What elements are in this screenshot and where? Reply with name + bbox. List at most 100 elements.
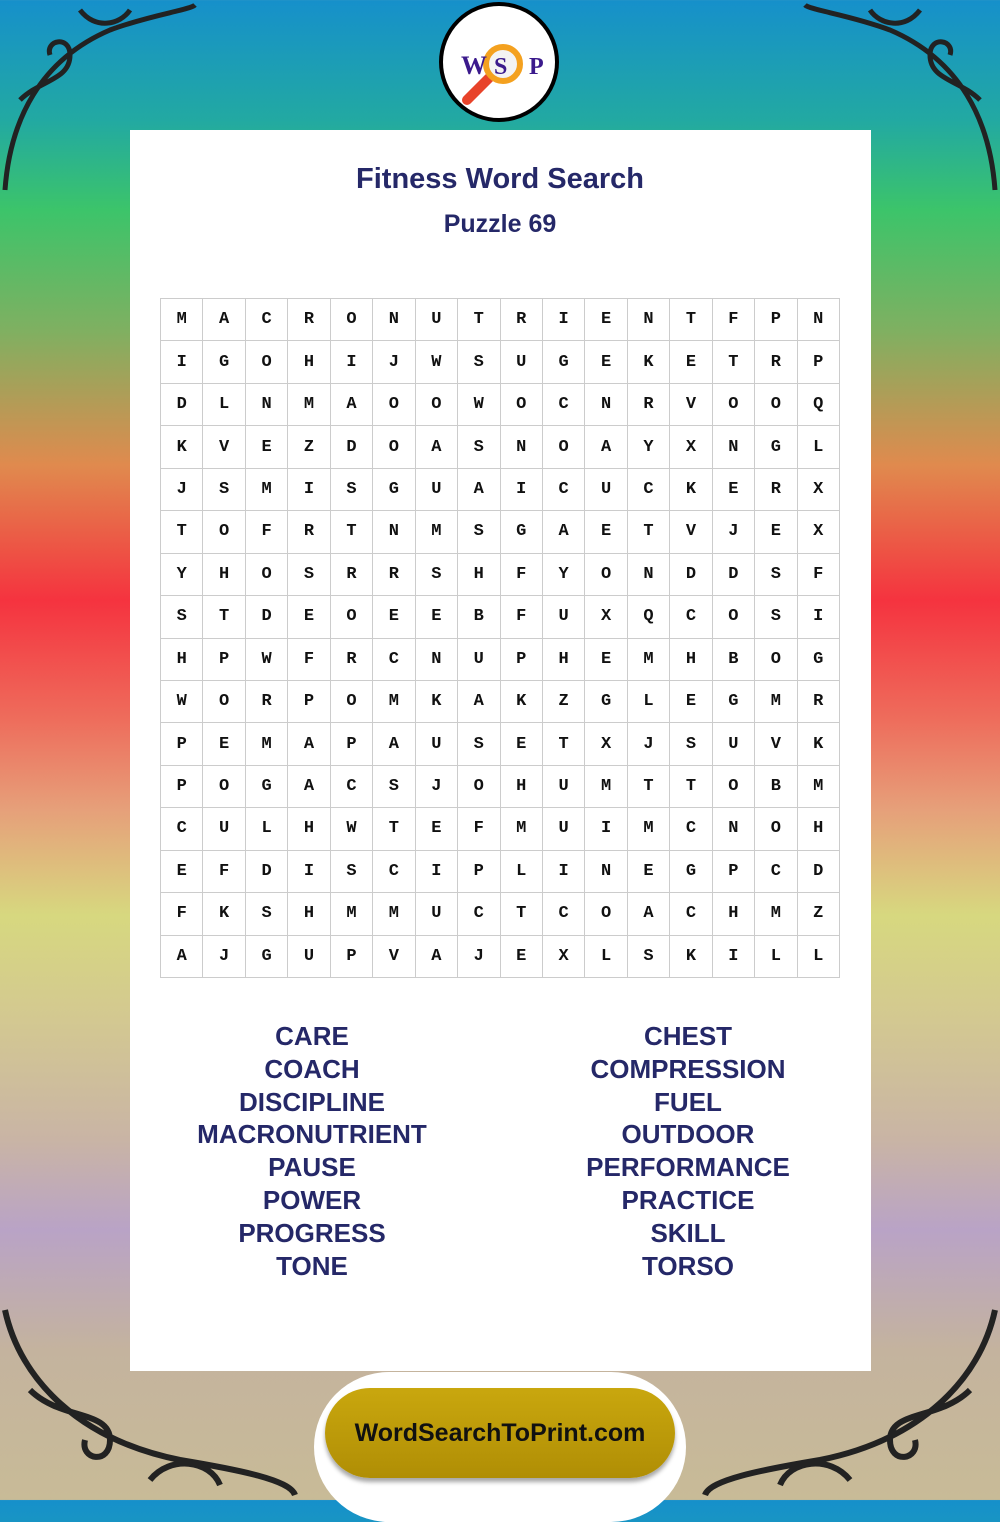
grid-cell[interactable]: O (458, 765, 501, 809)
grid-cell[interactable]: V (203, 426, 246, 469)
grid-cell[interactable]: H (712, 893, 756, 936)
grid-cell[interactable]: C (458, 893, 501, 936)
grid-cell[interactable]: O (330, 680, 374, 724)
grid-cell[interactable]: L (585, 935, 628, 978)
grid-cell[interactable]: M (330, 893, 374, 936)
grid-cell[interactable]: S (330, 850, 374, 894)
grid-cell[interactable]: M (627, 808, 671, 851)
grid-cell[interactable]: U (500, 341, 543, 384)
grid-cell[interactable]: I (330, 341, 374, 384)
grid-cell[interactable]: E (585, 299, 628, 342)
grid-cell[interactable]: N (797, 299, 840, 342)
grid-cell[interactable]: R (288, 299, 331, 342)
grid-cell[interactable]: T (542, 723, 586, 766)
grid-cell[interactable]: L (500, 850, 543, 894)
grid-cell[interactable]: H (500, 765, 543, 809)
grid-cell[interactable]: S (670, 723, 713, 766)
grid-cell[interactable]: F (797, 553, 840, 597)
grid-cell[interactable]: M (373, 893, 416, 936)
grid-cell[interactable]: F (500, 596, 543, 639)
grid-cell[interactable]: X (585, 723, 628, 766)
grid-cell[interactable]: A (330, 383, 374, 427)
grid-cell[interactable]: O (245, 341, 289, 384)
grid-cell[interactable]: C (373, 638, 416, 681)
grid-cell[interactable]: C (670, 596, 713, 639)
grid-cell[interactable]: N (627, 299, 671, 342)
grid-cell[interactable]: U (542, 765, 586, 809)
grid-cell[interactable]: G (542, 341, 586, 384)
grid-cell[interactable]: E (627, 850, 671, 894)
grid-cell[interactable]: O (500, 383, 543, 427)
grid-cell[interactable]: I (585, 808, 628, 851)
grid-cell[interactable]: C (755, 850, 798, 894)
grid-cell[interactable]: N (245, 383, 289, 427)
grid-cell[interactable]: S (627, 935, 671, 978)
grid-cell[interactable]: C (670, 808, 713, 851)
grid-cell[interactable]: X (670, 426, 713, 469)
grid-cell[interactable]: Y (542, 553, 586, 597)
grid-cell[interactable]: A (203, 299, 246, 342)
grid-cell[interactable]: Z (542, 680, 586, 724)
grid-cell[interactable]: W (245, 638, 289, 681)
grid-cell[interactable]: N (712, 426, 756, 469)
grid-cell[interactable]: M (161, 299, 204, 342)
grid-cell[interactable]: D (797, 850, 840, 894)
grid-cell[interactable]: U (458, 638, 501, 681)
grid-cell[interactable]: Y (161, 553, 204, 597)
grid-cell[interactable]: U (415, 299, 459, 342)
grid-cell[interactable]: T (203, 596, 246, 639)
grid-cell[interactable]: I (712, 935, 756, 978)
grid-cell[interactable]: D (670, 553, 713, 597)
grid-cell[interactable]: H (797, 808, 840, 851)
grid-cell[interactable]: O (755, 383, 798, 427)
grid-cell[interactable]: W (415, 341, 459, 384)
grid-cell[interactable]: P (500, 638, 543, 681)
grid-cell[interactable]: E (670, 680, 713, 724)
grid-cell[interactable]: L (797, 935, 840, 978)
grid-cell[interactable]: P (288, 680, 331, 724)
grid-cell[interactable]: S (458, 723, 501, 766)
grid-cell[interactable]: J (161, 468, 204, 512)
grid-cell[interactable]: R (373, 553, 416, 597)
grid-cell[interactable]: Z (797, 893, 840, 936)
grid-cell[interactable]: S (203, 468, 246, 512)
grid-cell[interactable]: G (245, 765, 289, 809)
grid-cell[interactable]: P (797, 341, 840, 384)
grid-cell[interactable]: F (458, 808, 501, 851)
grid-cell[interactable]: N (585, 850, 628, 894)
grid-cell[interactable]: P (203, 638, 246, 681)
grid-cell[interactable]: C (245, 299, 289, 342)
grid-cell[interactable]: K (797, 723, 840, 766)
grid-cell[interactable]: O (712, 765, 756, 809)
grid-cell[interactable]: F (288, 638, 331, 681)
grid-cell[interactable]: O (330, 299, 374, 342)
grid-cell[interactable]: H (288, 341, 331, 384)
grid-cell[interactable]: H (161, 638, 204, 681)
grid-cell[interactable]: S (245, 893, 289, 936)
grid-cell[interactable]: J (203, 935, 246, 978)
grid-cell[interactable]: P (161, 765, 204, 809)
grid-cell[interactable]: A (542, 511, 586, 554)
grid-cell[interactable]: D (330, 426, 374, 469)
grid-cell[interactable]: O (373, 383, 416, 427)
grid-cell[interactable]: I (542, 850, 586, 894)
grid-cell[interactable]: H (203, 553, 246, 597)
grid-cell[interactable]: U (542, 596, 586, 639)
grid-cell[interactable]: J (415, 765, 459, 809)
grid-cell[interactable]: O (585, 893, 628, 936)
grid-cell[interactable]: D (712, 553, 756, 597)
grid-cell[interactable]: T (712, 341, 756, 384)
grid-cell[interactable]: E (415, 596, 459, 639)
grid-cell[interactable]: P (712, 850, 756, 894)
grid-cell[interactable]: O (373, 426, 416, 469)
grid-cell[interactable]: A (627, 893, 671, 936)
grid-cell[interactable]: O (542, 426, 586, 469)
grid-cell[interactable]: U (415, 893, 459, 936)
grid-cell[interactable]: F (161, 893, 204, 936)
grid-cell[interactable]: E (245, 426, 289, 469)
grid-cell[interactable]: Q (797, 383, 840, 427)
grid-cell[interactable]: K (500, 680, 543, 724)
grid-cell[interactable]: E (161, 850, 204, 894)
grid-cell[interactable]: R (755, 468, 798, 512)
grid-cell[interactable]: A (373, 723, 416, 766)
